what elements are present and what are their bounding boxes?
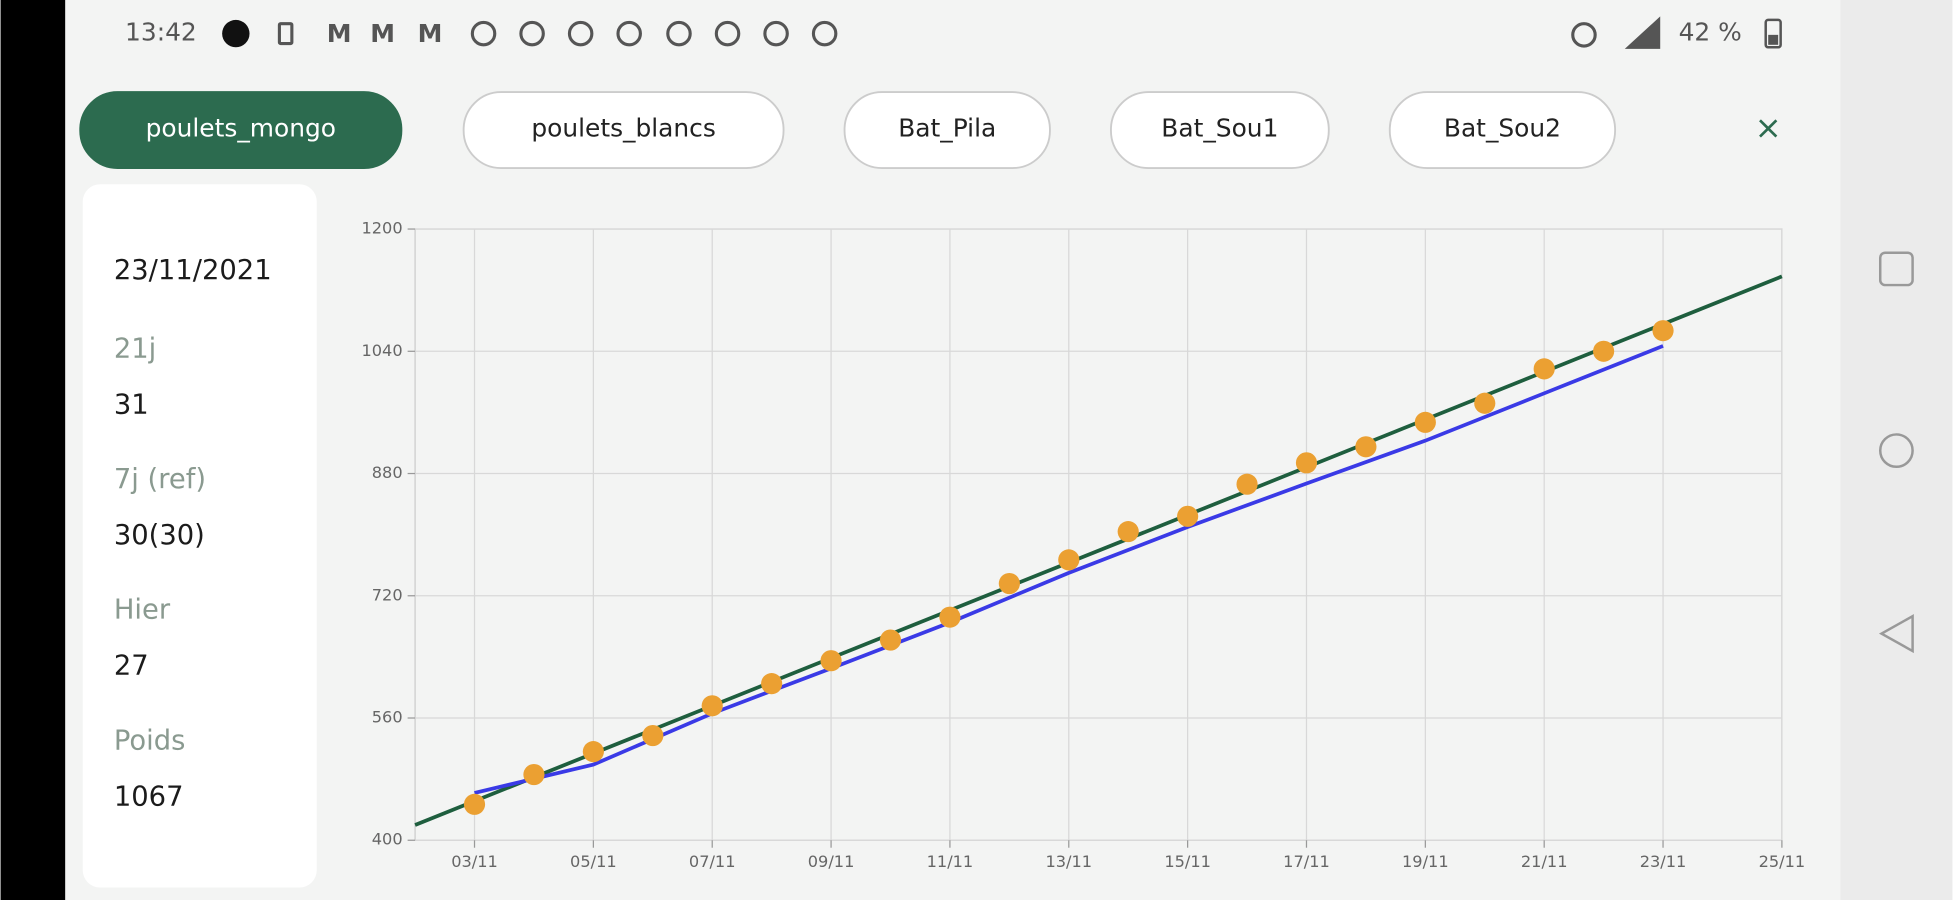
panel-items: 21j 31 7j (ref) 30(30) Hier 27 Poids 1067 [114,333,206,812]
recent-button[interactable] [1878,251,1914,287]
data-point [1652,320,1674,342]
status-icon: M [370,19,395,48]
tab-label[interactable]: poulets_mongo [146,113,336,142]
panel-label: Poids [114,725,186,756]
x-tick-label: 17/11 [1283,852,1330,871]
line-series [474,344,1664,795]
panel-label: 21j [114,333,156,364]
status-icons [277,16,1661,49]
y-tick-label: 1200 [361,219,402,238]
battery-icon [1764,18,1782,49]
panel-label: 7j (ref) [114,464,206,495]
x-tick-label: 13/11 [1045,852,1092,871]
info-panel [82,184,317,888]
chart: 400 560 720 880 1040 1200 03/11 05/11 07/11 09/11… [361,219,1805,872]
x-tick-label: 19/11 [1402,852,1449,871]
y-tick-label: 560 [372,708,403,727]
data-point [523,763,545,786]
tab-label[interactable]: poulets_blancs [531,113,716,142]
home-button[interactable] [1878,433,1914,469]
data-point [1236,473,1258,495]
data-point [1414,411,1436,433]
data-point [879,629,902,651]
tab-pill[interactable] [843,91,1051,169]
tab-pill[interactable] [462,91,785,169]
back-button[interactable] [1878,614,1914,654]
x-tick-label: 21/11 [1521,852,1568,871]
data-point [642,724,664,747]
data-point [939,606,961,628]
data-point [463,793,486,815]
data-point [1355,436,1377,458]
tab-label[interactable]: Bat_Sou2 [1444,113,1561,142]
data-point [761,673,783,695]
data-point [1295,452,1318,474]
x-tick-label: 11/11 [927,852,974,871]
x-tick-label: 09/11 [808,852,855,871]
tab-pill[interactable] [1110,91,1330,169]
data-point [1058,549,1080,571]
left-edge [0,0,66,900]
panel-date: 23/11/2021 [114,255,272,286]
y-tick-label: 1040 [361,341,402,360]
tab-pill[interactable] [79,91,403,169]
x-tick-label: 23/11 [1640,852,1687,871]
status-time: 13:42 [125,18,197,47]
panel-label: Hier [114,595,171,626]
data-point [701,695,723,717]
x-tick-label: 05/11 [570,852,617,871]
panel-value: 27 [114,651,149,682]
panel-value: 1067 [114,781,184,812]
nav-bar [1840,0,1953,900]
battery-level [1768,34,1779,45]
x-tick-label: 25/11 [1759,852,1806,871]
panel-value: 31 [114,389,149,420]
x-tick-label: 03/11 [451,852,498,871]
data-point [582,741,604,763]
data-point [1533,358,1555,380]
data-point [1177,505,1199,527]
y-tick-label: 880 [372,463,403,482]
data-point [820,650,842,672]
close-button[interactable]: × [1755,108,1782,146]
y-tick-label: 400 [372,830,403,849]
status-battery: 42 % [1679,18,1742,47]
data-point [1117,521,1139,543]
tab-label[interactable]: Bat_Pila [898,113,996,142]
status-icon: M [418,19,443,48]
x-tick-label: 07/11 [689,852,736,871]
tab-pill[interactable] [1388,91,1617,169]
status-icon [222,19,250,48]
tab-label[interactable]: Bat_Sou1 [1161,113,1278,142]
x-tick-label: 15/11 [1164,852,1211,871]
status-icon: M [327,19,352,48]
data-point [1593,340,1615,362]
tabs: poulets_mongo poulets_blancs Bat_Pila Bat_S… [79,91,1617,169]
y-tick-label: 720 [372,585,403,604]
panel-value: 30(30) [114,520,205,551]
data-point [1474,392,1496,414]
data-point [998,572,1020,595]
